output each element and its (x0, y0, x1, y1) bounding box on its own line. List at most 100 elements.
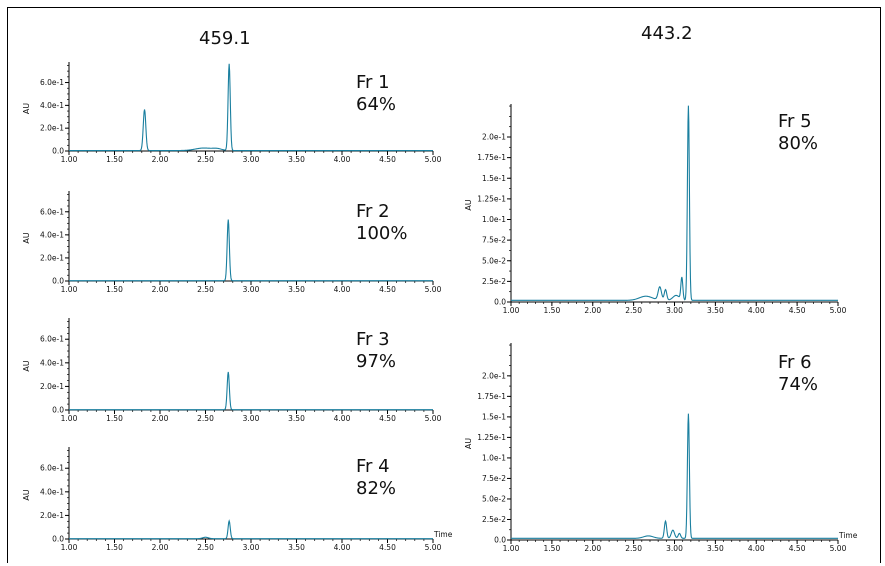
y-tick-label: 7.5e-2 (482, 236, 506, 245)
x-tick-label: 2.00 (152, 155, 169, 164)
x-tick-label: 4.00 (748, 306, 765, 315)
x-tick-label: 4.00 (334, 543, 351, 552)
x-tick-label: 3.00 (243, 155, 260, 164)
y-tick-label: 1.25e-1 (477, 194, 506, 203)
x-axis-label: Time (838, 531, 858, 540)
fraction-percent: 74% (778, 374, 819, 395)
x-tick-label: 5.00 (425, 414, 442, 423)
x-tick-label: 4.50 (789, 544, 806, 553)
trace-line (69, 371, 433, 411)
y-tick-label: 0.0 (52, 147, 64, 156)
x-tick-label: 4.00 (334, 155, 351, 164)
y-tick-label: 1.0e-1 (482, 453, 506, 462)
x-tick-label: 2.00 (584, 544, 601, 553)
fraction-name: Fr 2 (356, 201, 390, 222)
y-tick-label: 2.0e-1 (482, 371, 506, 380)
fraction-label-4: Fr 4 82% (356, 456, 396, 500)
column-title-left: 459.1 (199, 28, 251, 49)
x-tick-label: 4.50 (379, 285, 396, 294)
fraction-name: Fr 4 (356, 456, 390, 477)
y-tick-label: 1.25e-1 (477, 433, 506, 442)
x-tick-label: 2.00 (584, 306, 601, 315)
y-tick-label: 4.0e-1 (40, 487, 64, 496)
fraction-percent: 80% (778, 133, 819, 154)
x-tick-label: 5.00 (425, 543, 442, 552)
y-axis-label: AU (464, 438, 473, 449)
x-tick-label: 3.50 (707, 306, 724, 315)
x-tick-label: 4.50 (379, 543, 396, 552)
x-tick-label: 3.50 (288, 285, 305, 294)
x-axis-label: Time (433, 530, 453, 539)
y-axis-label: AU (22, 232, 31, 243)
fraction-percent: 64% (356, 94, 397, 115)
x-tick-label: 5.00 (830, 306, 847, 315)
fraction-name: Fr 6 (778, 352, 812, 373)
x-tick-label: 3.50 (288, 543, 305, 552)
chromatogram-5: 1.00 1.50 2.00 2.50 3.00 3.50 4.00 4.50 5.00 0.0 2… (464, 104, 847, 315)
y-tick-label: 1.75e-1 (477, 392, 506, 401)
x-tick-label: 5.00 (830, 544, 847, 553)
y-tick-label: 0.0 (494, 536, 506, 545)
y-tick-label: 1.5e-1 (482, 174, 506, 183)
chromatogram-6: 1.00 1.50 2.00 2.50 3.00 3.50 4.00 4.50 5.00 0.0 2… (464, 343, 858, 553)
y-tick-label: 2.5e-2 (482, 277, 506, 286)
x-tick-label: 5.00 (425, 285, 442, 294)
y-tick-label: 2.0e-1 (40, 382, 64, 391)
y-tick-label: 2.0e-1 (40, 511, 64, 520)
x-tick-label: 2.00 (152, 414, 169, 423)
x-tick-label: 4.00 (334, 285, 351, 294)
x-tick-label: 3.00 (243, 414, 260, 423)
y-tick-label: 4.0e-1 (40, 230, 64, 239)
y-tick-label: 2.0e-1 (40, 253, 64, 262)
y-tick-label: 2.5e-2 (482, 515, 506, 524)
y-tick-label: 7.5e-2 (482, 474, 506, 483)
x-tick-label: 3.00 (666, 306, 683, 315)
fraction-name: Fr 3 (356, 329, 390, 350)
y-axis-label: AU (22, 489, 31, 500)
y-axis-label: AU (464, 199, 473, 210)
y-tick-label: 0.0 (52, 277, 64, 286)
x-tick-label: 3.00 (243, 285, 260, 294)
y-tick-label: 2.0e-1 (482, 133, 506, 142)
y-tick-label: 5.0e-2 (482, 256, 506, 265)
x-tick-label: 2.50 (197, 155, 214, 164)
fraction-percent: 82% (356, 478, 397, 499)
fraction-label-3: Fr 3 97% (356, 329, 396, 373)
x-tick-label: 3.00 (243, 543, 260, 552)
trace-line (69, 519, 433, 540)
x-tick-label: 1.00 (61, 414, 78, 423)
y-tick-label: 1.75e-1 (477, 153, 506, 162)
figure-frame (7, 7, 881, 563)
x-tick-label: 3.00 (666, 544, 683, 553)
x-tick-label: 4.00 (334, 414, 351, 423)
x-tick-label: 1.50 (544, 544, 561, 553)
chromatogram-3: 1.00 1.50 2.00 2.50 3.00 3.50 4.00 4.50 5.00 0.0 2… (22, 318, 442, 423)
y-tick-label: 4.0e-1 (40, 101, 64, 110)
x-tick-label: 1.50 (106, 414, 123, 423)
chromatogram-4: 1.00 1.50 2.00 2.50 3.00 3.50 4.00 4.50 5.00 0.0 2… (22, 447, 453, 552)
chromatogram-1: 1.00 1.50 2.00 2.50 3.00 3.50 4.00 4.50 5.00 0.0 2… (22, 62, 442, 164)
chromatogram-2: 1.00 1.50 2.00 2.50 3.00 3.50 4.00 4.50 5.00 0.0 2… (22, 191, 442, 294)
x-tick-label: 4.50 (379, 414, 396, 423)
y-axis-label: AU (22, 360, 31, 371)
y-tick-label: 5.0e-2 (482, 494, 506, 503)
x-tick-label: 2.00 (152, 543, 169, 552)
y-tick-label: 4.0e-1 (40, 358, 64, 367)
x-tick-label: 2.00 (152, 285, 169, 294)
x-tick-label: 1.00 (61, 155, 78, 164)
x-tick-label: 1.00 (503, 544, 520, 553)
x-tick-label: 3.50 (288, 155, 305, 164)
fraction-label-2: Fr 2 100% (356, 201, 407, 245)
x-tick-label: 2.50 (197, 414, 214, 423)
x-tick-label: 4.00 (748, 544, 765, 553)
y-tick-label: 2.0e-1 (40, 124, 64, 133)
fraction-name: Fr 5 (778, 111, 812, 132)
x-tick-label: 1.50 (106, 543, 123, 552)
trace-line (69, 219, 433, 282)
x-tick-label: 1.00 (61, 285, 78, 294)
y-tick-label: 1.5e-1 (482, 412, 506, 421)
fraction-name: Fr 1 (356, 72, 390, 93)
y-tick-label: 0.0 (494, 298, 506, 307)
trace-line (69, 63, 433, 152)
